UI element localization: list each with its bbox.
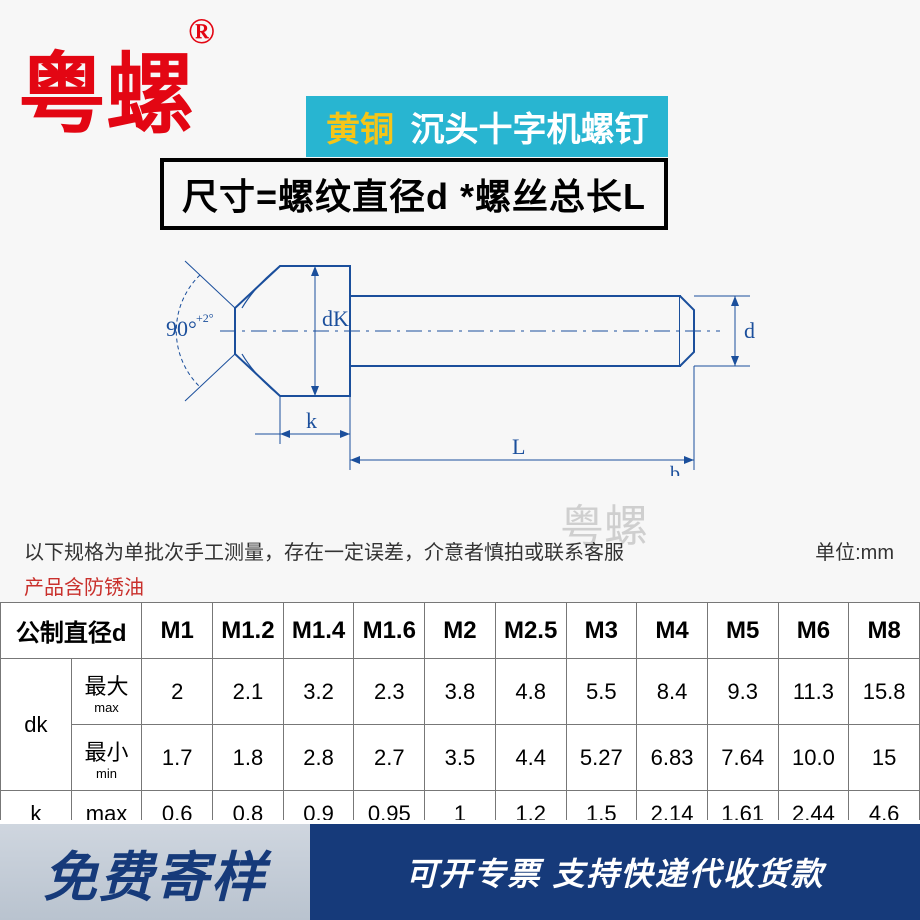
table-cell: 2 bbox=[142, 659, 213, 725]
brand-text: 粤螺 bbox=[18, 48, 194, 145]
col-header: M1.6 bbox=[354, 603, 425, 659]
col-header: M5 bbox=[707, 603, 778, 659]
table-cell: 2.7 bbox=[354, 725, 425, 791]
table-header-row: 公制直径d M1 M1.2 M1.4 M1.6 M2 M2.5 M3 M4 M5… bbox=[1, 603, 920, 659]
registered-mark: ® bbox=[188, 11, 215, 51]
footer-left: 免费寄样 bbox=[0, 820, 310, 920]
footer: 免费寄样 可开专票 支持快递代收货款 bbox=[0, 820, 920, 920]
table-cell: 1.8 bbox=[213, 725, 284, 791]
title-material: 黄铜 bbox=[326, 102, 394, 151]
table-cell: 2.1 bbox=[213, 659, 284, 725]
table-cell: 4.8 bbox=[495, 659, 566, 725]
table-cell: 8.4 bbox=[637, 659, 708, 725]
diagram-angle-tol: +2° bbox=[196, 311, 214, 325]
formula-text: 尺寸=螺纹直径d *螺丝总长L bbox=[182, 176, 646, 217]
table-row: dk最大max22.13.22.33.84.85.58.49.311.315.8 bbox=[1, 659, 920, 725]
notes-block: 以下规格为单批次手工测量，存在一定误差，介意者慎拍或联系客服 产品含防锈油 bbox=[24, 536, 896, 600]
col-header: M1.4 bbox=[283, 603, 354, 659]
diagram-angle-label: 90° bbox=[166, 316, 197, 341]
row-sub: 最小min bbox=[71, 725, 142, 791]
note-measurement: 以下规格为单批次手工测量，存在一定误差，介意者慎拍或联系客服 bbox=[24, 536, 896, 565]
table-cell: 3.8 bbox=[425, 659, 496, 725]
unit-label: 单位:mm bbox=[815, 536, 894, 565]
row-group-dk: dk bbox=[1, 659, 72, 791]
diagram-L-label: L bbox=[512, 434, 525, 459]
col-header: M3 bbox=[566, 603, 637, 659]
diagram-b-label: b bbox=[670, 463, 680, 476]
title-bar: 黄铜 沉头十字机螺钉 bbox=[306, 96, 668, 157]
brand-logo: 粤螺® bbox=[18, 24, 221, 151]
formula-box: 尺寸=螺纹直径d *螺丝总长L bbox=[160, 158, 668, 230]
col-header: M8 bbox=[849, 603, 920, 659]
note-oil: 产品含防锈油 bbox=[24, 571, 896, 600]
table-row: 最小min1.71.82.82.73.54.45.276.837.6410.01… bbox=[1, 725, 920, 791]
col-header: M1.2 bbox=[213, 603, 284, 659]
table-cell: 3.2 bbox=[283, 659, 354, 725]
table-cell: 1.7 bbox=[142, 725, 213, 791]
table-cell: 5.5 bbox=[566, 659, 637, 725]
diagram-dk-label: dK bbox=[322, 306, 349, 331]
table-cell: 5.27 bbox=[566, 725, 637, 791]
table-cell: 2.3 bbox=[354, 659, 425, 725]
table-cell: 7.64 bbox=[707, 725, 778, 791]
table-cell: 6.83 bbox=[637, 725, 708, 791]
col-header: M6 bbox=[778, 603, 849, 659]
table-cell: 9.3 bbox=[707, 659, 778, 725]
footer-right: 可开专票 支持快递代收货款 bbox=[310, 820, 920, 920]
table-cell: 2.8 bbox=[283, 725, 354, 791]
spec-table: 公制直径d M1 M1.2 M1.4 M1.6 M2 M2.5 M3 M4 M5… bbox=[0, 602, 920, 838]
table-cell: 4.4 bbox=[495, 725, 566, 791]
table-cell: 3.5 bbox=[425, 725, 496, 791]
col-header: M2 bbox=[425, 603, 496, 659]
footer-left-text: 免费寄样 bbox=[43, 833, 267, 912]
table-cell: 11.3 bbox=[778, 659, 849, 725]
row-sub: 最大max bbox=[71, 659, 142, 725]
col-header: M2.5 bbox=[495, 603, 566, 659]
table-cell: 15.8 bbox=[849, 659, 920, 725]
col-header: M4 bbox=[637, 603, 708, 659]
table-cell: 15 bbox=[849, 725, 920, 791]
table-cell: 10.0 bbox=[778, 725, 849, 791]
header-diameter: 公制直径d bbox=[1, 603, 142, 659]
title-product: 沉头十字机螺钉 bbox=[410, 102, 648, 151]
footer-right-text: 可开专票 支持快递代收货款 bbox=[406, 849, 825, 895]
screw-diagram: 90° +2° dK d k L b bbox=[160, 226, 770, 476]
diagram-k-label: k bbox=[306, 408, 317, 433]
col-header: M1 bbox=[142, 603, 213, 659]
diagram-d-label: d bbox=[744, 318, 755, 343]
